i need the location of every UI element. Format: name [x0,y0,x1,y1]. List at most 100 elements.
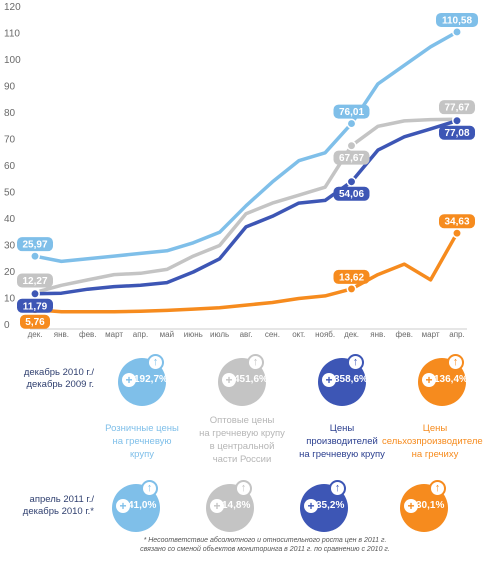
up-arrow-icon: ↑ [347,354,364,371]
data-label: 12,27 [22,276,47,287]
producer-change-value: 358,6% [334,374,368,385]
agri-change-bubble: + 30,1% ↑ [400,480,448,532]
producer-change-value: 35,2% [316,500,345,511]
up-arrow-icon: ↑ [147,354,164,371]
x-tick-label: май [160,330,174,339]
x-axis: дек. янв. фев. март апр. май июнь июль авг. сен. о… [28,328,467,339]
plus-icon: + [422,373,436,387]
y-tick-label: 10 [4,294,16,305]
change-row-dec2010: декабрь 2010 г./ декабрь 2009 г. + 192,7… [0,350,483,420]
agri-change-bubble: + 136,4% ↑ [418,354,468,406]
data-label-box [333,186,370,201]
wholesale-change-bubble: + 14,8% ↑ [206,480,254,532]
series-marker [346,176,357,187]
y-tick-label: 100 [4,55,21,66]
change-row-apr2011: апрель 2011 г./ декабрь 2010 г.* + 41,0%… [0,478,483,538]
series-line-2 [33,118,459,296]
caption-producer: Цены производителей на гречневую крупу [299,423,385,460]
up-arrow-icon: ↑ [141,480,158,497]
y-axis: 0 10 20 30 40 50 60 70 80 90 100 110 120 [4,2,21,331]
retail-change-bubble: + 192,7% ↑ [118,354,168,406]
series-marker [452,115,462,126]
period-label: декабрь 2010 г./ декабрь 2009 г. [23,367,94,390]
y-tick-label: 0 [4,320,10,331]
retail-change-bubble: + 41,0% ↑ [112,480,160,532]
caption-agri: Цены сельхозпроизводителей на гречиху [382,423,483,460]
data-label-box [436,12,478,27]
y-tick-label: 80 [4,108,16,119]
data-label: 110,58 [442,15,472,26]
data-label: 67,67 [339,153,364,164]
x-tick-label: фев. [395,330,413,339]
series-lines [30,27,462,315]
x-tick-label: янв. [370,330,385,339]
series-marker [30,251,40,262]
data-label: 5,76 [25,317,45,328]
up-arrow-icon: ↑ [429,480,446,497]
agri-change-value: 136,4% [434,374,468,385]
series-marker [452,27,462,37]
retail-change-value: 41,0% [128,500,157,511]
period-label: апрель 2011 г./ декабрь 2010 г.* [22,494,94,517]
agri-change-value: 30,1% [416,500,445,511]
caption-wholesale: Оптовые цены на гречневую крупу в центра… [199,415,285,465]
data-label-box [17,298,53,313]
series-line-3 [33,231,459,314]
y-tick-label: 110 [4,29,20,40]
wholesale-change-bubble: + 451,6% ↑ [218,354,268,406]
series-line-0 [33,30,459,264]
x-tick-label: дек. [28,330,43,339]
plus-icon: + [122,373,136,387]
up-arrow-icon: ↑ [329,480,346,497]
data-label: 76,01 [339,107,364,118]
plus-icon: + [322,373,336,387]
plus-icon: + [404,499,418,513]
footnote: * Несоответствие абсолютного и относител… [140,537,390,553]
x-tick-label: нояб. [315,330,335,339]
plus-icon: + [210,499,224,513]
data-label: 77,67 [444,103,469,114]
caption-retail: Розничные цены на гречневую крупу [105,423,179,460]
y-tick-label: 20 [4,267,16,278]
plus-icon: + [222,373,236,387]
series-marker [30,288,40,299]
data-labels: 25,97 76,01 110,58 12,27 67,67 77,67 11,79 54,0… [17,12,478,329]
data-label-box [20,314,50,329]
series-marker [346,140,357,151]
data-label-box [439,100,475,115]
producer-change-bubble: + 35,2% ↑ [300,480,348,532]
x-tick-label: апр. [133,330,148,339]
x-tick-label: дек. [344,330,359,339]
retail-change-value: 192,7% [134,374,168,385]
plus-icon: + [116,499,130,513]
data-label-box [17,273,53,288]
data-label-box [333,269,370,284]
up-arrow-icon: ↑ [447,354,464,371]
x-tick-label: окт. [292,330,305,339]
data-label-box [333,150,370,165]
data-label: 77,08 [444,128,469,139]
x-tick-label: март [422,330,440,339]
data-label-box [439,214,475,229]
series-marker [346,283,357,294]
producer-change-bubble: + 358,6% ↑ [318,354,368,406]
x-tick-label: янв. [54,330,69,339]
x-tick-label: фев. [79,330,97,339]
data-label: 13,62 [339,272,364,283]
series-marker [346,118,357,129]
y-tick-label: 30 [4,241,16,252]
data-label-box [333,104,370,119]
y-tick-label: 60 [4,161,16,172]
x-tick-label: авг. [240,330,253,339]
data-label: 25,97 [22,240,47,251]
data-label-box [439,125,475,140]
y-tick-label: 70 [4,135,16,146]
data-label-box [17,237,53,252]
x-tick-label: июнь [184,330,203,339]
x-tick-label: сен. [265,330,280,339]
wholesale-change-value: 451,6% [234,374,268,385]
data-label: 11,79 [23,301,48,312]
y-tick-label: 50 [4,188,16,199]
up-arrow-icon: ↑ [235,480,252,497]
y-tick-label: 120 [4,2,21,13]
